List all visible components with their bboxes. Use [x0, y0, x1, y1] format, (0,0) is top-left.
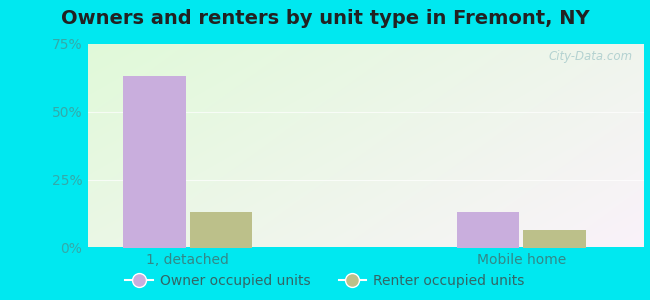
Text: City-Data.com: City-Data.com: [548, 50, 632, 63]
Bar: [190, 212, 252, 248]
Bar: [523, 230, 586, 247]
Text: Owners and renters by unit type in Fremont, NY: Owners and renters by unit type in Fremo…: [60, 9, 590, 28]
Legend: Owner occupied units, Renter occupied units: Owner occupied units, Renter occupied un…: [120, 268, 530, 293]
Bar: [457, 212, 519, 248]
Bar: [124, 76, 185, 247]
